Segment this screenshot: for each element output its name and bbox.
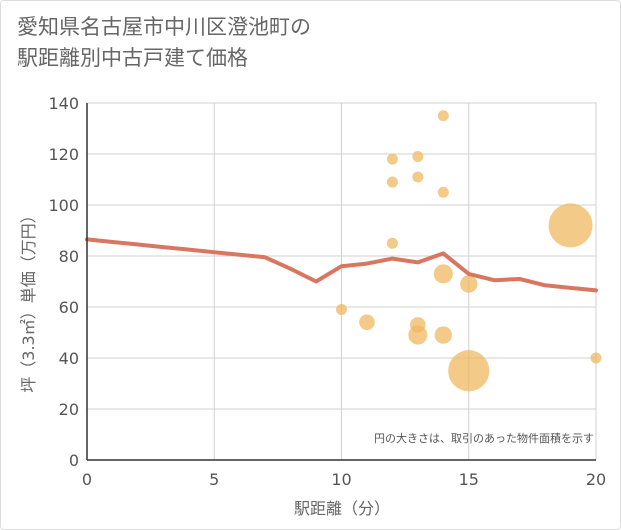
data-bubble: [336, 304, 347, 316]
x-tick-label: 5: [209, 470, 219, 489]
data-bubble: [548, 203, 593, 248]
line-layer: [85, 237, 598, 293]
data-bubble: [590, 352, 602, 364]
y-tick-label: 100: [48, 196, 79, 215]
data-bubble: [386, 176, 398, 188]
bubble-layer: [336, 110, 602, 392]
data-bubble: [408, 325, 428, 345]
x-tick-label: 0: [82, 470, 92, 489]
chart-title-line-2: 駅距離別中古戸建て価格: [17, 46, 248, 70]
y-tick-label: 0: [69, 451, 79, 470]
y-axis-title: 坪（3.3㎡）単価（万円）: [19, 207, 38, 392]
data-bubble: [460, 275, 478, 293]
x-tick-label: 20: [586, 470, 606, 489]
data-bubble: [412, 171, 424, 183]
y-tick-label: 40: [59, 349, 79, 368]
x-tick-label: 10: [331, 470, 351, 489]
bubble-size-note: 円の大きさは、取引のあった物件面積を示す: [374, 431, 594, 445]
x-tick-label: 15: [459, 470, 479, 489]
data-bubble: [433, 264, 453, 284]
y-tick-label: 60: [59, 298, 79, 317]
data-bubble: [434, 326, 452, 344]
y-tick-label: 140: [48, 94, 79, 113]
average-price-line: [85, 237, 598, 293]
y-tick-label: 120: [48, 145, 79, 164]
data-bubble: [359, 314, 375, 331]
data-bubble: [437, 186, 449, 198]
data-bubble: [386, 153, 398, 165]
chart-title: 愛知県名古屋市中川区澄池町の 駅距離別中古戸建て価格: [17, 12, 311, 74]
x-axis-title: 駅距離（分）: [294, 499, 390, 518]
grid-layer: [86, 102, 597, 461]
axis-layer: 0 5 10 15 20 0 20 40 60 80 100 120 140: [48, 94, 606, 489]
chart-title-line-1: 愛知県名古屋市中川区澄池町の: [17, 15, 311, 39]
y-tick-label: 80: [59, 247, 79, 266]
data-bubble: [448, 350, 490, 392]
data-bubble: [437, 110, 449, 122]
data-bubble: [386, 237, 398, 249]
y-tick-label: 20: [59, 400, 79, 419]
data-bubble: [412, 151, 424, 163]
